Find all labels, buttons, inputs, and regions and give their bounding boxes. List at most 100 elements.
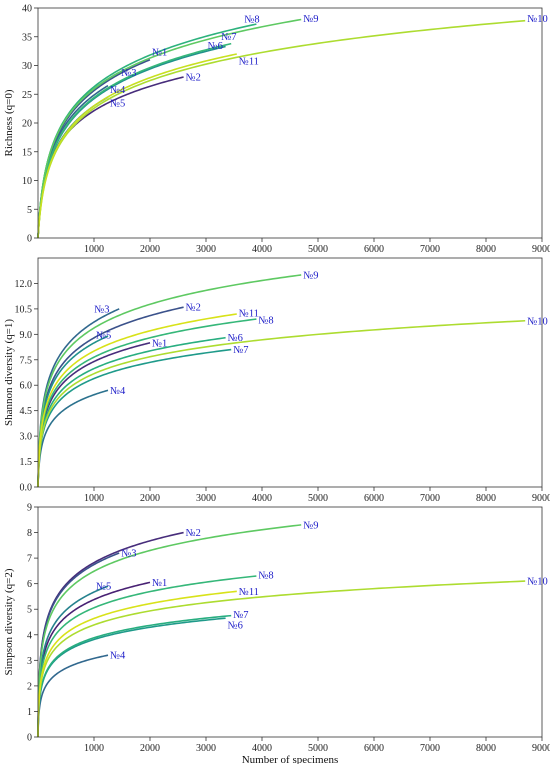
series-line-10 (37, 580, 526, 738)
series-label-8: №8 (244, 15, 259, 26)
y-tick-label: 30 (22, 61, 32, 72)
series-label-9: №9 (303, 520, 318, 531)
x-tick-label: 3000 (196, 743, 216, 754)
y-tick-label: 9 (27, 503, 32, 514)
series-label-1: №1 (152, 578, 167, 589)
y-tick-label: 0.0 (20, 483, 33, 494)
y-tick-label: 25 (22, 90, 32, 101)
y-tick-label: 3 (27, 656, 32, 667)
y-tick-label: 5 (27, 205, 32, 216)
x-tick-label: 8000 (476, 244, 496, 255)
series-label-7: №7 (233, 610, 248, 621)
series-label-8: №8 (258, 316, 273, 327)
series-label-7: №7 (233, 345, 248, 356)
series-line-11 (37, 590, 237, 737)
series-line-9 (37, 18, 302, 238)
series-label-10: №10 (527, 577, 548, 588)
series-label-9: №9 (303, 271, 318, 282)
y-tick-label: 20 (22, 119, 32, 130)
series-label-5: №5 (110, 99, 125, 110)
y-tick-label: 10 (22, 176, 32, 187)
x-tick-label: 6000 (364, 244, 384, 255)
y-tick-label: 7 (27, 554, 32, 565)
series-line-9 (37, 524, 302, 737)
x-tick-label: 6000 (364, 493, 384, 504)
y-tick-label: 0 (27, 733, 32, 744)
series-label-6: №6 (208, 41, 223, 52)
x-tick-label: 3000 (196, 493, 216, 504)
series-label-6: №6 (228, 333, 243, 344)
x-tick-label: 1000 (84, 743, 104, 754)
x-tick-label: 5000 (308, 493, 328, 504)
series-label-1: №1 (152, 338, 167, 349)
series-label-3: №3 (121, 68, 136, 79)
x-tick-label: 9000 (532, 493, 550, 504)
plot-frame (37, 7, 543, 239)
y-tick-label: 2 (27, 681, 32, 692)
series-label-6: №6 (228, 621, 243, 632)
series-label-1: №1 (152, 47, 167, 58)
y-tick-label: 12.0 (15, 279, 33, 290)
x-axis-title: Number of specimens (242, 754, 339, 764)
series-line-10 (37, 19, 526, 239)
y-tick-label: 6 (27, 579, 32, 590)
series-line-11 (37, 313, 237, 487)
y-tick-label: 7.5 (20, 355, 33, 366)
x-tick-label: 1000 (84, 493, 104, 504)
x-tick-label: 4000 (252, 493, 272, 504)
series-line-10 (37, 319, 526, 488)
y-tick-label: 0 (27, 234, 32, 245)
y-tick-label: 9.0 (20, 330, 33, 341)
series-label-4: №4 (110, 651, 126, 662)
y-axis-title: Simpson diversity (q=2) (3, 568, 15, 675)
y-axis-title: Richness (q=0) (3, 89, 15, 156)
series-label-7: №7 (221, 32, 236, 43)
series-line-8 (37, 575, 257, 737)
x-tick-label: 4000 (252, 743, 272, 754)
y-tick-label: 1 (27, 707, 32, 718)
series-label-2: №2 (186, 73, 201, 84)
x-tick-label: 5000 (308, 244, 328, 255)
series-label-10: №10 (527, 14, 548, 25)
series-line-7 (37, 614, 232, 737)
y-tick-label: 15 (22, 147, 32, 158)
series-label-3: №3 (94, 304, 109, 315)
series-label-5: №5 (96, 331, 111, 342)
series-label-2: №2 (186, 528, 201, 539)
series-label-10: №10 (527, 316, 548, 327)
series-line-5 (37, 585, 109, 737)
x-tick-label: 5000 (308, 743, 328, 754)
x-tick-label: 8000 (476, 493, 496, 504)
x-tick-label: 4000 (252, 244, 272, 255)
y-tick-label: 4 (27, 630, 32, 641)
series-label-11: №11 (239, 309, 259, 320)
series-label-5: №5 (96, 582, 111, 593)
plot-frame (37, 506, 543, 738)
series-label-4: №4 (110, 386, 126, 397)
x-tick-label: 2000 (140, 244, 160, 255)
plot-frame (37, 257, 543, 488)
y-tick-label: 1.5 (20, 457, 33, 468)
series-label-2: №2 (186, 303, 201, 314)
x-tick-label: 7000 (420, 493, 440, 504)
series-label-11: №11 (239, 587, 259, 598)
y-tick-label: 4.5 (20, 406, 33, 417)
y-tick-label: 6.0 (20, 381, 33, 392)
series-line-6 (37, 617, 226, 737)
x-tick-label: 8000 (476, 743, 496, 754)
y-tick-label: 8 (27, 528, 32, 539)
series-label-3: №3 (121, 549, 136, 560)
series-label-8: №8 (258, 571, 273, 582)
x-tick-label: 2000 (140, 493, 160, 504)
y-tick-label: 40 (22, 4, 32, 15)
x-tick-label: 7000 (420, 743, 440, 754)
series-label-11: №11 (239, 57, 259, 68)
x-tick-label: 9000 (532, 743, 550, 754)
x-tick-label: 3000 (196, 244, 216, 255)
y-tick-label: 3.0 (20, 432, 33, 443)
series-label-4: №4 (110, 85, 126, 96)
